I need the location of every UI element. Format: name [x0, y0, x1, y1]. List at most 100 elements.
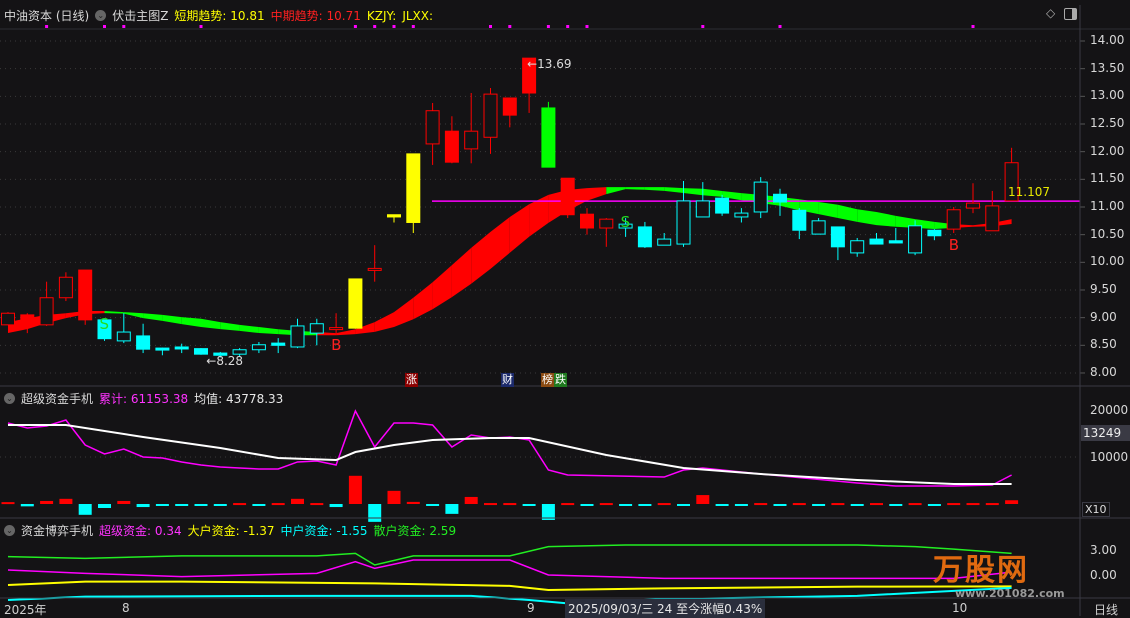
panel-toggle-icon[interactable]	[1064, 8, 1077, 20]
capital-bar	[20, 504, 34, 507]
candle	[946, 206, 961, 233]
candle-body	[348, 278, 363, 329]
average: 均值: 43778.33	[194, 390, 283, 407]
capital-axis-10000: 10000	[1090, 450, 1129, 464]
candle	[290, 318, 305, 349]
signal-dot	[546, 25, 550, 28]
candle-body	[20, 314, 35, 321]
capital-bar	[561, 503, 575, 506]
price-tick-label: 14.00	[1090, 33, 1125, 47]
collapse-icon[interactable]: ⌄	[95, 10, 107, 21]
candle	[136, 323, 151, 354]
capital-bar	[1, 502, 15, 505]
candle	[271, 338, 286, 354]
short-trend: 短期趋势: 10.81	[174, 7, 264, 24]
candle-body	[194, 348, 208, 355]
trend-ribbon	[8, 187, 1012, 336]
signal-dot	[566, 25, 570, 28]
price-tick-label: 8.50	[1090, 337, 1117, 352]
axis-year: 2025年	[4, 603, 47, 617]
signal-dot	[122, 25, 126, 28]
candle	[811, 218, 826, 235]
price-tick-label: 13.50	[1090, 60, 1125, 75]
logo-url: www.201082.com	[955, 587, 1065, 600]
candle-body	[811, 220, 826, 235]
price-tick-label: 9.50	[1090, 281, 1117, 296]
sell-signal: S	[620, 213, 631, 232]
candle-body	[676, 200, 691, 245]
capital-bar	[985, 503, 999, 506]
candle	[773, 188, 787, 216]
candle-body	[271, 342, 286, 346]
event-fall[interactable]: 跌	[554, 373, 567, 387]
capital-bar	[175, 504, 189, 506]
big-capital-value: -1.37	[243, 524, 275, 538]
candle-body	[792, 209, 807, 231]
capital-bar	[78, 504, 92, 515]
candle-body	[39, 297, 54, 326]
scale-button[interactable]: X10	[1082, 502, 1110, 517]
candle	[406, 153, 421, 233]
candle	[194, 348, 208, 355]
capital-bar	[445, 504, 459, 514]
kzjy-label: KZJY:	[366, 8, 397, 23]
capital-bar	[252, 504, 266, 506]
ribbon-segment	[374, 312, 394, 332]
ribbon-segment	[123, 312, 144, 319]
period-button[interactable]: 日线	[1094, 603, 1119, 617]
diamond-icon[interactable]: ◇	[1046, 6, 1056, 20]
capital-bar	[155, 504, 169, 506]
big-line	[7, 580, 1012, 591]
mid-capital-value: -1.55	[336, 524, 368, 538]
signal-dot	[411, 25, 415, 28]
candle-body	[541, 107, 556, 168]
event-finance[interactable]: 财	[501, 373, 514, 387]
mid-line	[7, 586, 1012, 605]
game-axis-0: 0.00	[1090, 568, 1117, 582]
signal-dot	[701, 25, 705, 28]
capital-pane-title[interactable]: 超级资金手机	[21, 392, 94, 406]
mid-trend-value: 10.71	[326, 9, 361, 23]
collapse-icon[interactable]: ⌄	[4, 393, 15, 404]
average-line	[8, 423, 1012, 485]
mid-trend: 中期趋势: 10.71	[271, 7, 361, 24]
candle-body	[464, 130, 479, 150]
candle	[483, 88, 498, 154]
event-rise[interactable]: 涨	[405, 373, 418, 387]
ribbon-segment	[394, 297, 414, 327]
cumulative-label: 累计:	[99, 392, 128, 406]
indicator-name[interactable]: 伏击主图Z	[112, 9, 169, 23]
ribbon-segment	[201, 318, 221, 330]
ribbon-segment	[895, 215, 916, 228]
candle	[869, 232, 884, 245]
event-list[interactable]: 榜	[541, 373, 554, 387]
capital-bar	[1005, 500, 1019, 504]
candle	[1, 312, 15, 326]
short-trend-value: 10.81	[230, 9, 265, 23]
capital-bar	[638, 504, 652, 506]
signal-dot	[971, 25, 975, 28]
candle	[927, 229, 942, 241]
capital-axis-20000: 20000	[1090, 403, 1129, 417]
game-axis-3: 3.00	[1090, 543, 1117, 557]
candle	[522, 57, 537, 113]
candlesticks	[1, 57, 1019, 358]
ribbon-segment	[722, 190, 742, 201]
capital-bar	[117, 500, 131, 504]
ribbon-segment	[587, 187, 607, 201]
collapse-icon[interactable]: ⌄	[4, 525, 15, 536]
candle	[329, 313, 344, 334]
signal-dot	[199, 25, 203, 28]
signal-dot	[392, 25, 396, 28]
stock-title: 中油资本 (日线)	[4, 9, 90, 23]
cursor-date-label: 2025/09/03/三 24 至今涨幅0.43%	[565, 599, 766, 618]
average-label: 均值:	[194, 392, 223, 406]
capital-pane	[1, 409, 1019, 522]
game-pane-title[interactable]: 资金博弈手机	[21, 524, 94, 538]
candle-body	[599, 218, 614, 229]
capital-bar	[291, 498, 304, 504]
ribbon-segment	[818, 202, 838, 218]
candle	[309, 318, 324, 346]
super-capital-label: 超级资金:	[99, 524, 152, 538]
